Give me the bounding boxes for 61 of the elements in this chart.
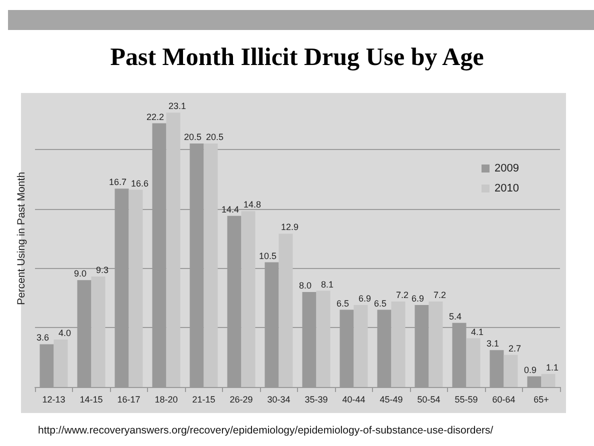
data-label: 3.6 xyxy=(36,332,50,343)
bar xyxy=(91,276,106,387)
text: http://www.recoveryanswers.org/recovery/epidemiology/epidemiology-of-substance-use-disorders/ xyxy=(38,424,494,436)
x-tick-label: 16-17 xyxy=(117,394,140,404)
data-label: 20.5 xyxy=(184,132,202,142)
data-label: 2.7 xyxy=(508,343,522,354)
data-label: 12.9 xyxy=(280,222,299,232)
x-tick-label: 55-59 xyxy=(454,394,478,404)
bar xyxy=(166,112,180,387)
data-label: 6.5 xyxy=(336,298,350,308)
x-tick-label: 26-29 xyxy=(230,394,253,404)
x-tick-label: 30-34 xyxy=(267,394,290,404)
bar xyxy=(128,190,143,387)
data-label: 9.0 xyxy=(74,268,87,279)
data-label: 5.4 xyxy=(448,311,462,322)
data-label: 4.0 xyxy=(58,328,72,338)
x-tick-label: 12-13 xyxy=(42,394,66,404)
data-label: 8.0 xyxy=(298,280,312,290)
data-label: 3.1 xyxy=(486,338,500,349)
data-label: 4.1 xyxy=(470,326,484,337)
data-label: 20.5 xyxy=(206,132,224,142)
y-axis-title: Percent Using in Past Month xyxy=(16,172,28,306)
bar xyxy=(278,234,293,387)
data-label: 22.2 xyxy=(146,112,164,122)
x-tick-label: 50-54 xyxy=(417,394,440,404)
x-tick-label: 65+ xyxy=(534,394,549,404)
bar xyxy=(504,354,518,387)
x-tick-label: 18-20 xyxy=(154,394,178,404)
bar xyxy=(54,339,68,387)
data-label: 14.4 xyxy=(221,204,240,214)
x-tick-label: 35-39 xyxy=(304,394,328,404)
legend-label: 2009 xyxy=(494,162,520,174)
bar xyxy=(204,143,218,387)
data-label: 1.1 xyxy=(546,362,559,372)
x-tick-label: 40-44 xyxy=(342,394,366,404)
chart-title: Past Month Illicit Drug Use by Age xyxy=(110,44,484,71)
x-tick-label: 60-64 xyxy=(492,394,516,404)
data-label: 7.2 xyxy=(396,290,409,300)
bar xyxy=(428,301,443,387)
data-label: 14.8 xyxy=(243,200,262,210)
bar xyxy=(541,374,556,387)
legend-label: 2010 xyxy=(494,182,520,194)
data-label: 8.1 xyxy=(320,279,334,290)
data-label: 0.9 xyxy=(524,364,537,375)
bar xyxy=(241,211,256,387)
bar xyxy=(466,338,480,387)
x-tick-label: 45-49 xyxy=(380,394,403,404)
data-label: 6.9 xyxy=(411,294,424,304)
data-label: 16.6 xyxy=(130,178,149,188)
data-label: 9.3 xyxy=(96,265,109,276)
data-label: 23.1 xyxy=(168,101,186,112)
data-label: 10.5 xyxy=(258,250,277,261)
bar xyxy=(391,301,406,387)
data-label: 6.9 xyxy=(358,294,372,304)
data-label: 16.7 xyxy=(108,177,127,188)
data-label: 6.5 xyxy=(374,298,387,308)
data-label: 7.2 xyxy=(433,290,446,300)
x-tick-label: 21-15 xyxy=(192,394,216,404)
x-tick-label: 14-15 xyxy=(80,394,103,404)
bar xyxy=(354,305,368,387)
bar xyxy=(316,290,330,387)
